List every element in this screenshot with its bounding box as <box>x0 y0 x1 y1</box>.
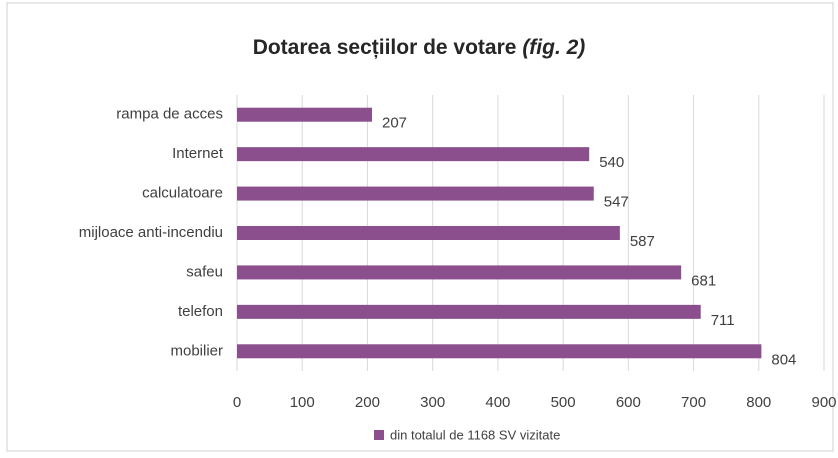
y-tick-label: mijloace anti-incendiu <box>79 224 223 241</box>
x-tick-label: 300 <box>420 394 445 411</box>
data-label: 681 <box>691 272 716 289</box>
x-tick-label: 700 <box>681 394 706 411</box>
y-tick-label: mobilier <box>170 342 223 359</box>
y-tick-label: calculatoare <box>142 185 223 202</box>
chart-title-main: Dotarea secțiilor de votare <box>253 36 517 59</box>
chart-title-emphasis: (fig. 2) <box>522 36 585 59</box>
bar <box>237 304 701 319</box>
data-label: 587 <box>630 233 655 250</box>
x-tick-label: 200 <box>355 394 380 411</box>
chart-title: Dotarea secțiilor de votare (fig. 2) <box>253 36 586 59</box>
bar <box>237 265 682 280</box>
bar <box>237 344 762 359</box>
y-tick-label: safeu <box>186 263 223 280</box>
bar <box>237 107 373 122</box>
x-tick-label: 900 <box>811 394 836 411</box>
x-tick-label: 100 <box>290 394 315 411</box>
y-tick-label: rampa de acces <box>116 106 223 123</box>
x-tick-label: 800 <box>746 394 771 411</box>
bar <box>237 147 590 162</box>
bar <box>237 186 594 201</box>
data-label: 547 <box>604 194 629 211</box>
x-tick-label: 600 <box>616 394 641 411</box>
legend-label: din totalul de 1168 SV vizitate <box>390 427 560 442</box>
legend-swatch <box>374 430 384 440</box>
data-label: 804 <box>771 351 796 368</box>
data-label: 207 <box>382 115 407 132</box>
y-tick-label: telefon <box>178 303 223 320</box>
y-tick-label: Internet <box>172 145 224 162</box>
x-tick-label: 500 <box>551 394 576 411</box>
bar <box>237 226 620 240</box>
data-label: 711 <box>711 312 735 329</box>
data-label: 540 <box>599 154 624 171</box>
x-tick-label: 400 <box>485 394 510 411</box>
x-tick-label: 0 <box>233 394 241 411</box>
